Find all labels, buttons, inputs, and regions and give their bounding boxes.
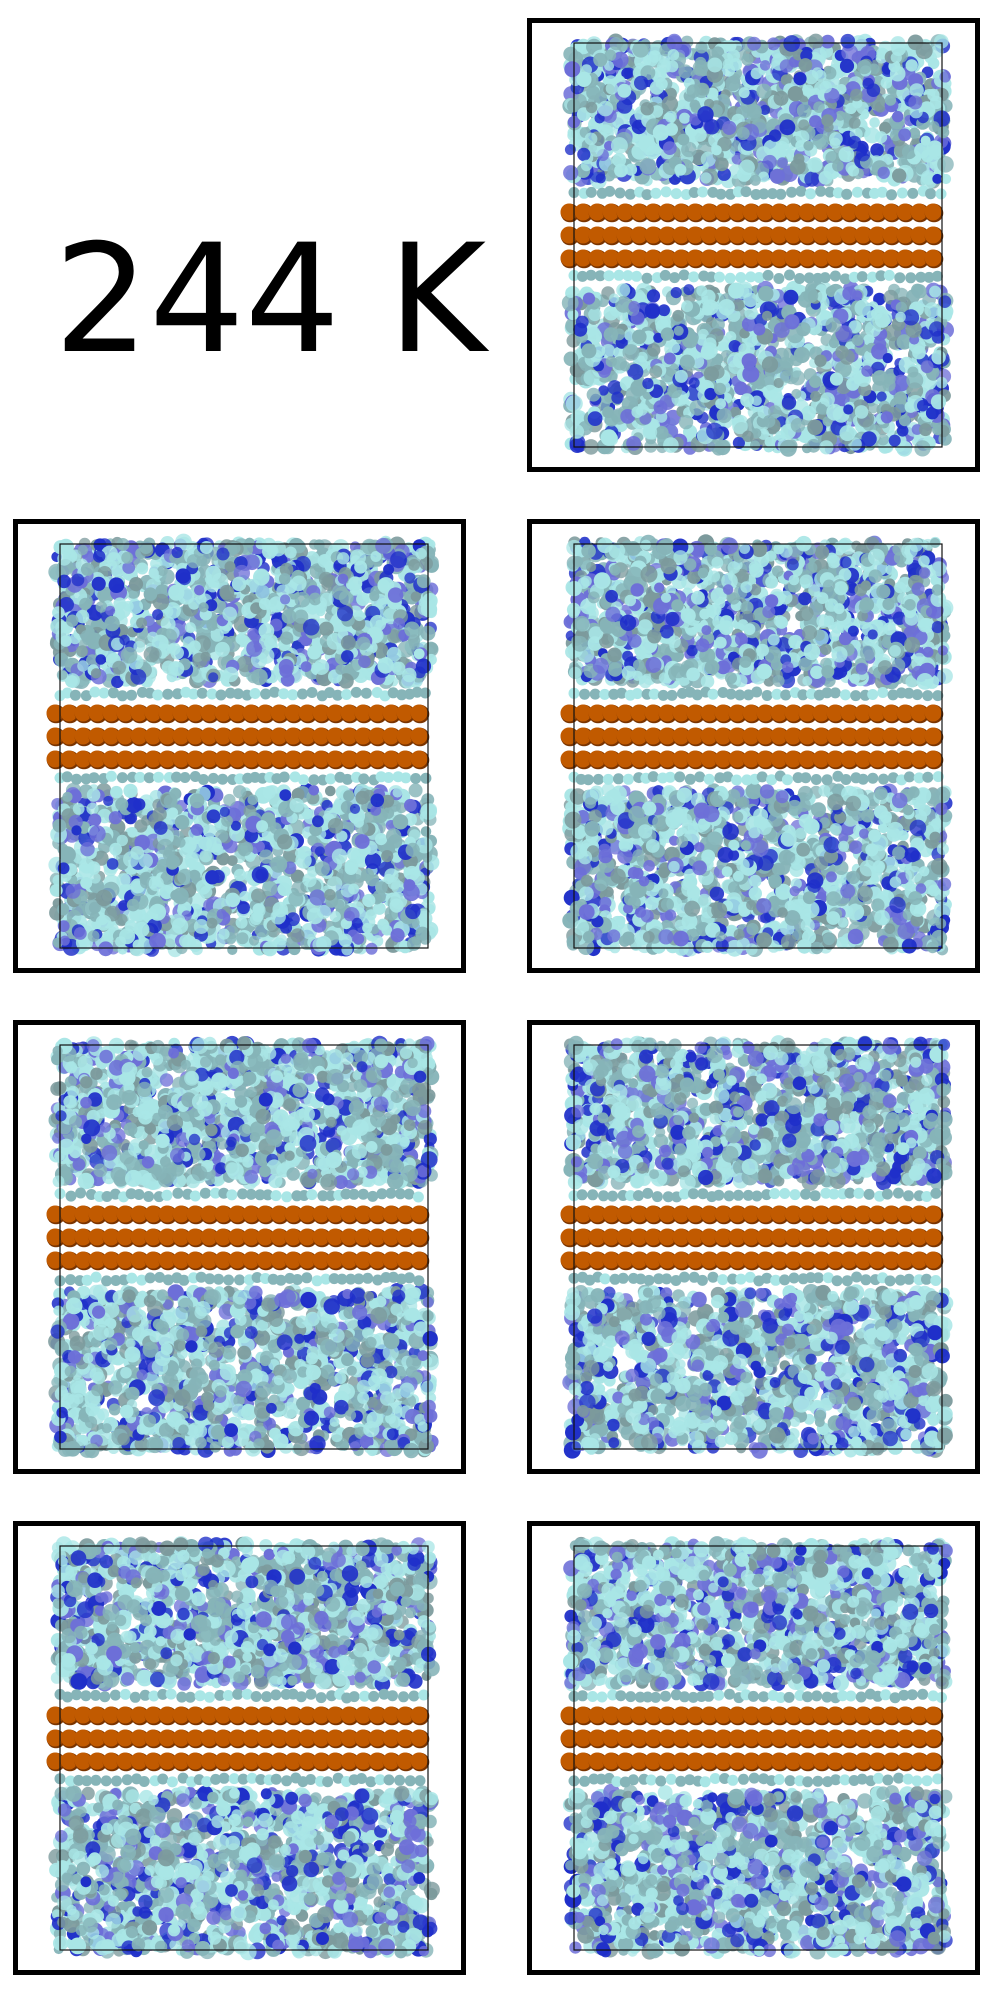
simulation-snapshot-picture bbox=[560, 1035, 954, 1459]
snapshot-panel-4 bbox=[13, 1020, 466, 1474]
simulation-snapshot-picture bbox=[46, 533, 440, 958]
temperature-label: 244 K bbox=[53, 213, 487, 387]
simulation-snapshot-picture bbox=[560, 1536, 953, 1960]
simulation-snapshot-picture bbox=[46, 1536, 440, 1961]
simulation-snapshot-picture bbox=[560, 534, 954, 957]
simulation-snapshot-picture bbox=[560, 33, 954, 457]
snapshot-panel-1 bbox=[527, 18, 980, 472]
snapshot-panel-5 bbox=[527, 1020, 980, 1474]
snapshot-panel-7 bbox=[527, 1521, 980, 1975]
snapshot-panel-6 bbox=[13, 1521, 466, 1975]
snapshot-panel-2 bbox=[13, 519, 466, 973]
snapshot-panel-3 bbox=[527, 519, 980, 973]
simulation-snapshot-picture bbox=[46, 1035, 440, 1459]
